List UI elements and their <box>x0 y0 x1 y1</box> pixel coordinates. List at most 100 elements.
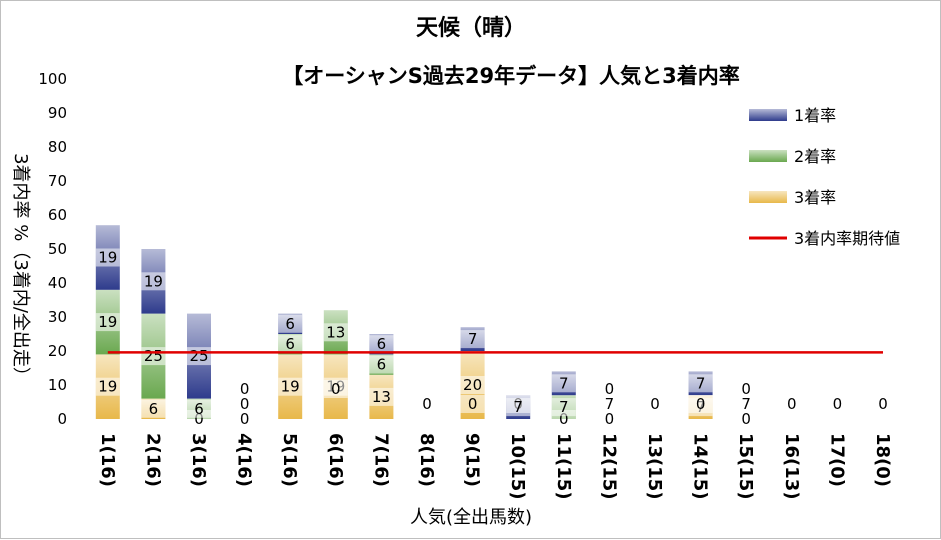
legend-label: 2着率 <box>794 147 836 166</box>
y-axis-label: 3着内率 %（3着内/全出走） <box>10 153 31 385</box>
data-label-bg <box>278 377 303 396</box>
x-tick-label: 1(16) <box>97 433 118 487</box>
y-tick-label: 20 <box>48 342 67 360</box>
data-label: 0 <box>741 410 751 428</box>
legend-label: 3着率 <box>794 188 836 207</box>
data-label-bg <box>323 323 348 342</box>
data-label-bg <box>232 380 257 398</box>
y-tick-label: 70 <box>48 172 67 190</box>
data-label-bg <box>597 395 622 413</box>
data-label: 25 <box>144 347 163 365</box>
data-label: 7 <box>559 374 569 392</box>
data-label: 0 <box>650 395 660 413</box>
x-tick-label: 6(16) <box>325 433 346 487</box>
data-label-bg <box>734 395 759 413</box>
data-label: 19 <box>281 378 300 396</box>
x-axis-label: 人気(全出馬数) <box>410 507 532 528</box>
data-labels-group: 1919196251906250001966191301366020070707… <box>95 248 895 428</box>
data-label: 7 <box>605 395 615 413</box>
x-tick-label: 7(16) <box>370 433 391 487</box>
data-label: 0 <box>559 410 569 428</box>
data-label-bg <box>323 380 348 398</box>
data-label-bg <box>460 330 485 349</box>
data-label: 6 <box>194 400 204 418</box>
x-tick-label: 15(15) <box>735 433 756 500</box>
legend-swatch <box>749 109 787 121</box>
legend-label: 3着内率期待値 <box>794 229 900 248</box>
chart-title: 天候（晴） <box>416 15 526 41</box>
data-label: 0 <box>605 380 615 398</box>
legend-label: 1着率 <box>794 106 836 125</box>
data-label: 19 <box>144 272 163 290</box>
x-axis-ticks: 1(16) 2(16) 3(16) 4(16) 5(16) 6(16) 7(16) 8(16)… <box>97 433 893 500</box>
data-label: 7 <box>559 398 569 416</box>
data-label: 13 <box>372 388 391 406</box>
y-tick-label: 0 <box>57 410 67 428</box>
data-label-bg <box>871 395 895 413</box>
data-label-bg <box>95 313 120 332</box>
data-label: 6 <box>149 400 159 418</box>
data-label-bg <box>643 395 667 413</box>
legend: 1着率 2着率 3着率 3着内率期待値 <box>749 106 900 248</box>
data-label: 0 <box>422 395 432 413</box>
y-tick-label: 80 <box>48 138 67 156</box>
data-label: 0 <box>696 395 706 413</box>
x-tick-label: 8(16) <box>416 433 437 487</box>
data-label: 6 <box>285 315 295 333</box>
data-label-bg <box>232 410 257 428</box>
data-label-bg <box>141 399 166 418</box>
data-label-bg <box>460 395 485 413</box>
data-label-bg <box>369 355 394 374</box>
data-label: 7 <box>696 374 706 392</box>
data-label: 0 <box>240 410 250 428</box>
data-label-bg <box>688 374 713 393</box>
data-label: 7 <box>513 398 523 416</box>
data-label-bg <box>95 377 120 396</box>
data-label-bg <box>278 335 303 354</box>
y-tick-label: 40 <box>48 274 67 292</box>
legend-swatch <box>749 191 787 203</box>
data-label-bg <box>460 376 485 394</box>
x-tick-label: 16(13) <box>781 433 802 500</box>
data-label-bg <box>187 399 211 418</box>
x-tick-label: 18(0) <box>872 433 893 487</box>
data-label: 0 <box>833 395 843 413</box>
y-tick-label: 90 <box>48 104 67 122</box>
data-label-bg <box>551 374 576 393</box>
x-tick-label: 14(15) <box>690 433 711 500</box>
x-tick-label: 12(15) <box>598 433 619 500</box>
data-label: 20 <box>463 376 482 394</box>
data-label: 0 <box>331 380 341 398</box>
data-label-bg <box>95 248 120 267</box>
data-label: 6 <box>285 335 295 353</box>
data-label: 19 <box>98 378 117 396</box>
y-axis-ticks: 0 10 20 30 40 50 60 70 80 90 100 <box>38 70 67 428</box>
data-label: 0 <box>468 395 478 413</box>
data-label: 7 <box>468 330 478 348</box>
data-label-bg <box>825 395 850 413</box>
x-tick-label: 11(15) <box>553 433 574 500</box>
data-label-bg <box>506 398 531 417</box>
x-tick-label: 17(0) <box>826 433 847 487</box>
data-label-bg <box>141 272 166 291</box>
legend-swatch <box>749 150 787 162</box>
data-label-bg <box>597 380 622 398</box>
data-label: 0 <box>194 410 204 428</box>
data-label: 0 <box>787 395 797 413</box>
data-label: 0 <box>240 395 250 413</box>
data-label: 0 <box>741 380 751 398</box>
data-label: 6 <box>377 335 387 353</box>
y-tick-label: 100 <box>38 70 67 88</box>
data-label: 25 <box>189 347 208 365</box>
x-tick-label: 10(15) <box>507 433 528 500</box>
data-label-bg <box>688 395 713 413</box>
y-tick-label: 60 <box>48 206 67 224</box>
data-label-bg <box>232 395 257 413</box>
data-label-bg <box>734 380 759 398</box>
data-label-bg <box>597 410 622 428</box>
data-label: 0 <box>605 410 615 428</box>
data-label: 0 <box>878 395 888 413</box>
data-label-bg <box>278 314 303 333</box>
